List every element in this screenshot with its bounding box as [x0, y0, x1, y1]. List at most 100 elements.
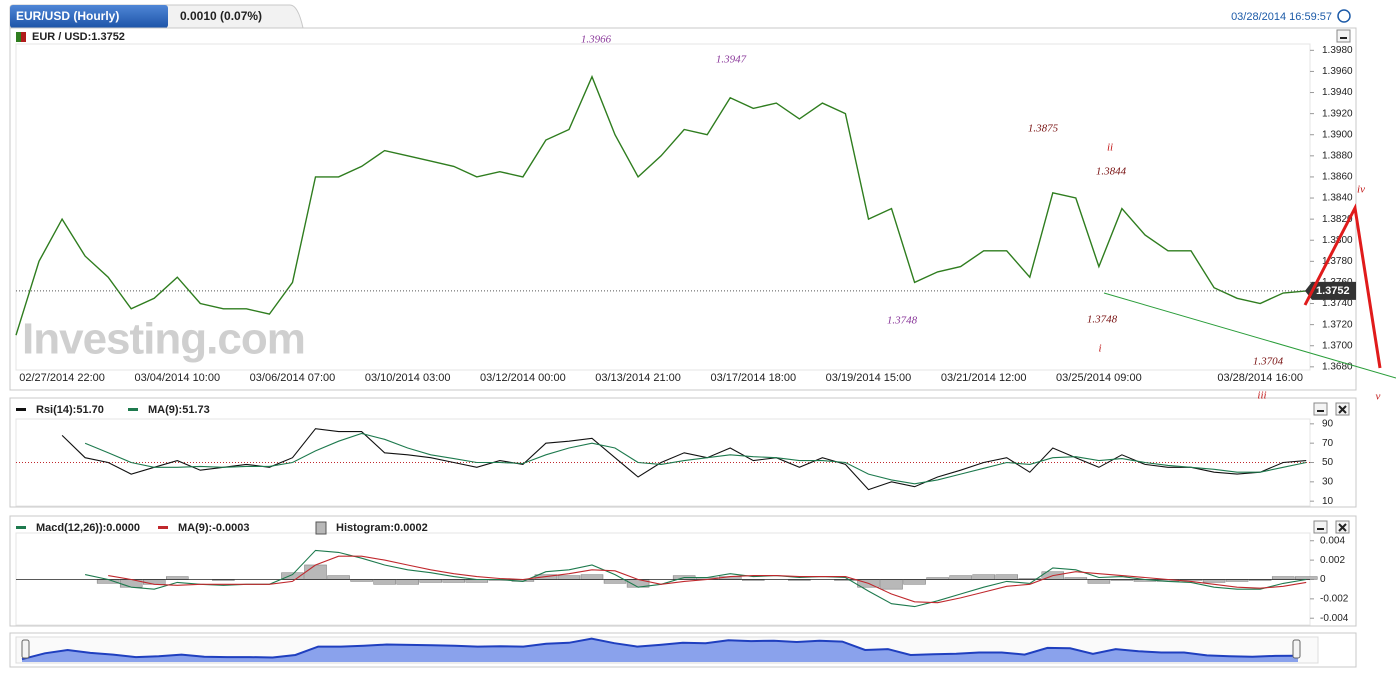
- annotation: 1.3704: [1253, 356, 1284, 368]
- macd-line: [84, 549, 1307, 608]
- minimize-button[interactable]: [1313, 402, 1328, 416]
- navigator-handle-left[interactable]: [21, 639, 30, 659]
- y-tick-label: 50: [1322, 457, 1334, 468]
- annotation: 1.3748: [887, 315, 918, 327]
- trendline: [1103, 292, 1396, 379]
- y-tick-label: 1.3720: [1322, 319, 1353, 330]
- navigator-area: [22, 638, 1298, 662]
- y-tick-label: 0.004: [1320, 535, 1345, 546]
- price-line: [15, 74, 1307, 336]
- legend-swatch: [128, 408, 138, 411]
- y-tick-label: 90: [1322, 418, 1334, 429]
- y-tick-label: 1.3780: [1322, 256, 1353, 267]
- y-tick-label: 1.3980: [1322, 45, 1353, 56]
- refresh-button[interactable]: [1337, 9, 1351, 23]
- last-price-label: 1.3752: [1316, 285, 1350, 297]
- legend-label: MA(9):51.73: [148, 404, 210, 416]
- annotation: 1.3966: [581, 34, 612, 46]
- price-panel: [9, 27, 1357, 391]
- y-tick-label: 1.3820: [1322, 214, 1353, 225]
- wave-drawing: [1303, 203, 1382, 369]
- histogram-bar: [603, 579, 627, 584]
- timestamp: 03/28/2014 16:59:57: [1231, 11, 1332, 23]
- histogram-bar: [880, 579, 903, 590]
- histogram-bar: [304, 564, 327, 580]
- y-tick-label: 1.3880: [1322, 150, 1353, 161]
- navigator-line: [21, 637, 1299, 661]
- minimize-button[interactable]: [1336, 29, 1351, 43]
- y-tick-label: 70: [1322, 438, 1334, 449]
- rsi-line: [61, 428, 1307, 491]
- x-tick-label: 03/13/2014 21:00: [595, 372, 681, 384]
- y-tick-label: 1.3840: [1322, 193, 1353, 204]
- y-tick-label: -0.004: [1320, 613, 1349, 624]
- macd-line: [108, 555, 1307, 604]
- histogram-bar: [1271, 576, 1295, 580]
- annotation: 1.3875: [1028, 123, 1059, 135]
- annotation: i: [1098, 343, 1101, 355]
- legend-icon-up: [16, 32, 21, 42]
- histogram-bar: [557, 575, 581, 580]
- legend-label: Histogram:0.0002: [336, 522, 428, 534]
- y-tick-label: 1.3920: [1322, 108, 1353, 119]
- close-icon: [1338, 405, 1347, 414]
- histogram-bar: [1294, 576, 1318, 580]
- rsi-line: [84, 432, 1307, 485]
- price-change: 0.0010 (0.07%): [180, 9, 262, 23]
- legend-swatch: [315, 521, 327, 535]
- legend-label: Rsi(14):51.70: [36, 404, 104, 416]
- x-tick-label: 03/28/2014 16:00: [1217, 372, 1303, 384]
- y-tick-label: 1.3740: [1322, 298, 1353, 309]
- histogram-bar: [166, 576, 189, 580]
- rsi-panel: [9, 397, 1357, 508]
- x-tick-label: 02/27/2014 22:00: [19, 372, 105, 384]
- annotation: ii: [1107, 142, 1113, 154]
- histogram-bar: [1202, 579, 1226, 583]
- legend-icon-down: [21, 32, 26, 42]
- x-tick-label: 03/21/2014 12:00: [941, 372, 1027, 384]
- y-tick-label: 0: [1320, 574, 1326, 585]
- annotation: 1.3844: [1096, 166, 1127, 178]
- close-icon: [1338, 523, 1347, 532]
- legend-label: EUR / USD:1.3752: [32, 31, 125, 43]
- last-price-badge: [1305, 281, 1356, 300]
- y-tick-label: 1.3900: [1322, 129, 1353, 140]
- y-tick-label: 1.3680: [1322, 361, 1353, 372]
- x-tick-label: 03/17/2014 18:00: [710, 372, 796, 384]
- x-tick-label: 03/04/2014 10:00: [134, 372, 220, 384]
- annotation: v: [1376, 391, 1381, 403]
- x-tick-label: 03/12/2014 00:00: [480, 372, 566, 384]
- y-tick-label: 1.3960: [1322, 66, 1353, 77]
- legend-swatch: [16, 408, 26, 411]
- y-tick-label: 1.3860: [1322, 172, 1353, 183]
- histogram-bar: [903, 579, 926, 585]
- symbol-tab[interactable]: [10, 5, 168, 28]
- minimize-button[interactable]: [1313, 520, 1328, 534]
- histogram-bar: [442, 579, 466, 583]
- x-tick-label: 03/25/2014 09:00: [1056, 372, 1142, 384]
- y-tick-label: 1.3940: [1322, 87, 1353, 98]
- legend-label: Macd(12,26)):0.0000: [36, 522, 140, 534]
- histogram-bar: [373, 579, 396, 585]
- y-tick-label: 1.3700: [1322, 340, 1353, 351]
- histogram-bar: [580, 574, 604, 580]
- annotation: 1.3748: [1087, 314, 1118, 326]
- navigator-handle-right[interactable]: [1292, 639, 1301, 659]
- y-tick-label: 0.002: [1320, 555, 1345, 566]
- y-tick-label: 10: [1322, 496, 1334, 507]
- histogram-bar: [327, 575, 350, 580]
- y-tick-label: 30: [1322, 476, 1334, 487]
- x-tick-label: 03/06/2014 07:00: [250, 372, 336, 384]
- legend-swatch: [158, 526, 168, 529]
- histogram-bar: [396, 579, 419, 585]
- symbol-title: EUR/USD (Hourly): [16, 9, 119, 23]
- annotation: 1.3947: [716, 54, 747, 66]
- histogram-bar: [972, 574, 995, 580]
- watermark: Investing.com: [22, 315, 305, 364]
- x-tick-label: 03/10/2014 03:00: [365, 372, 451, 384]
- annotation: iii: [1257, 390, 1266, 402]
- y-tick-label: -0.002: [1320, 593, 1349, 604]
- histogram-bar: [142, 579, 166, 585]
- macd-panel: [9, 515, 1357, 627]
